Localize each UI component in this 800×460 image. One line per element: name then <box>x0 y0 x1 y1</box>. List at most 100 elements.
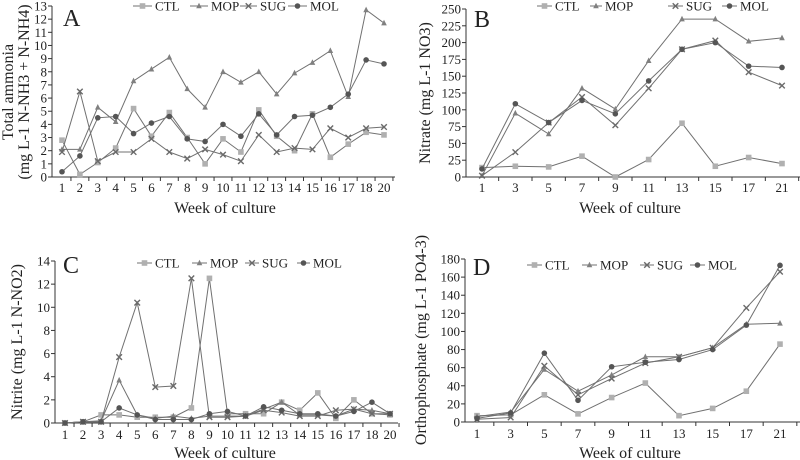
data-point-MOL <box>260 404 267 410</box>
data-point-MOP <box>273 90 280 97</box>
x-tick-label: 5 <box>541 426 548 441</box>
data-point-MOP <box>545 130 552 137</box>
data-point-MOL <box>545 119 552 126</box>
data-point-CTL <box>296 407 303 414</box>
series-CTL <box>474 341 783 419</box>
legend-item-MOL: MOL <box>690 258 737 273</box>
data-point-MOL <box>474 415 480 422</box>
legend-label: SUG <box>686 0 712 14</box>
data-point-MOP <box>541 366 548 372</box>
x-tick-label: 14 <box>293 427 307 442</box>
data-point-MOP <box>645 57 652 64</box>
legend-label: CTL <box>155 0 180 14</box>
y-tick-label: 0 <box>44 416 51 431</box>
series-line-CTL <box>481 122 783 178</box>
data-point-MOP <box>327 47 334 54</box>
x-axis-label: Week of culture <box>579 445 681 460</box>
legend-item-MOP: MOP <box>190 0 239 14</box>
y-tick-label: 5 <box>41 104 48 119</box>
data-point-CTL <box>314 390 321 396</box>
x-tick-label: 11 <box>235 180 248 195</box>
series-SUG <box>58 88 388 165</box>
y-tick-label: 120 <box>441 306 461 321</box>
data-point-SUG <box>58 148 66 156</box>
y-tick-label: 80 <box>447 342 460 357</box>
data-point-CTL <box>545 164 552 170</box>
x-tick-label: 9 <box>202 180 209 195</box>
data-point-MOL <box>116 405 122 411</box>
x-tick-label: 18 <box>365 427 378 442</box>
data-point-MOL <box>278 407 285 414</box>
legend-label: CTL <box>555 0 580 14</box>
data-point-SUG <box>776 268 784 275</box>
data-point-MOL <box>77 153 83 159</box>
y-tick-label: 10 <box>37 300 50 315</box>
data-point-SUG <box>237 157 245 165</box>
x-tick-label: 2 <box>77 180 84 195</box>
legend-marker-SUG <box>245 2 252 10</box>
x-tick-label: 15 <box>706 426 719 441</box>
panel-letter: A <box>63 6 81 32</box>
data-point-SUG <box>608 375 615 382</box>
data-point-MOP <box>579 84 585 91</box>
legend-label: MOP <box>600 258 628 273</box>
y-tick-label: 4 <box>44 369 51 384</box>
x-tick-label: 17 <box>347 427 361 442</box>
data-point-CTL <box>709 405 716 412</box>
legend-item-MOL: MOL <box>722 0 769 14</box>
data-point-MOL <box>188 416 195 423</box>
x-tick-label: 15 <box>306 180 319 195</box>
data-point-MOL <box>224 408 231 415</box>
legend-marker-MOL <box>294 3 301 9</box>
y-tick-label: 140 <box>441 288 461 303</box>
data-point-MOP <box>363 6 369 13</box>
data-point-MOP <box>777 319 783 326</box>
data-point-MOL <box>220 121 226 128</box>
data-point-SUG <box>327 125 334 132</box>
data-point-MOP <box>612 105 619 112</box>
y-tick-label: 9 <box>41 51 48 66</box>
legend-label: SUG <box>260 0 286 14</box>
data-point-MOL <box>98 419 104 425</box>
y-axis-label: (mg L-1 N-NH3 + N-NH4) <box>16 4 33 179</box>
y-tick-label: 6 <box>44 346 51 361</box>
x-tick-label: 17 <box>740 426 754 441</box>
series-MOL <box>479 39 785 172</box>
data-point-CTL <box>712 163 719 170</box>
y-tick-label: 175 <box>442 52 462 67</box>
legend-item-MOP: MOP <box>582 258 628 273</box>
data-point-MOL <box>351 408 357 415</box>
data-point-MOL <box>645 78 652 84</box>
y-tick-label: 7 <box>41 77 48 92</box>
legend-label: MOP <box>210 256 238 271</box>
data-point-CTL <box>642 380 649 386</box>
legend-marker-CTL <box>541 3 548 9</box>
data-point-SUG <box>112 148 119 156</box>
data-point-MOP <box>94 103 101 110</box>
data-point-MOL <box>238 133 244 140</box>
data-point-SUG <box>94 157 102 165</box>
y-tick-label: 180 <box>441 252 461 267</box>
x-tick-label: 5 <box>545 180 552 195</box>
legend-marker-CTL <box>141 260 148 266</box>
x-tick-label: 13 <box>673 426 686 441</box>
y-tick-label: 60 <box>447 360 460 375</box>
data-point-MOP <box>220 68 226 75</box>
data-point-MOP <box>238 78 244 85</box>
x-tick-label: 1 <box>474 426 481 441</box>
data-point-MOL <box>148 120 155 126</box>
data-point-CTL <box>188 405 195 411</box>
series-MOP <box>59 6 387 152</box>
y-tick-label: 100 <box>441 324 461 339</box>
data-point-CTL <box>676 412 682 419</box>
data-point-MOL <box>309 112 316 118</box>
data-point-MOP <box>170 412 177 419</box>
data-point-MOP <box>642 353 649 360</box>
data-point-SUG <box>273 148 280 156</box>
data-point-MOL <box>80 419 86 425</box>
legend-label: MOP <box>211 0 239 14</box>
data-point-MOL <box>541 350 548 356</box>
data-point-MOP <box>77 146 83 152</box>
data-point-CTL <box>166 109 173 116</box>
y-tick-label: 10 <box>34 38 47 53</box>
